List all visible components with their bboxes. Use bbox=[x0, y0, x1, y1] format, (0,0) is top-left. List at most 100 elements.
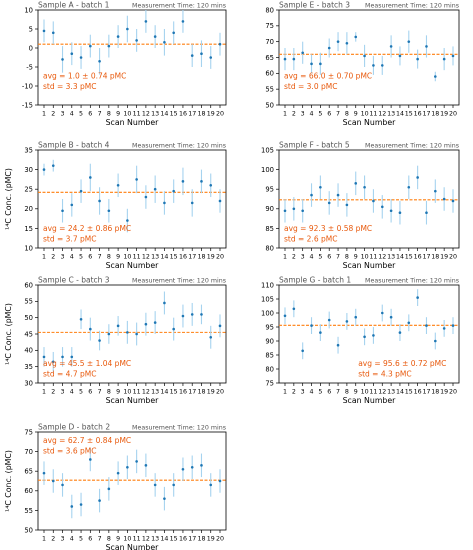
x-tick-label: 5 bbox=[318, 111, 322, 118]
x-tick-label: 14 bbox=[396, 254, 404, 261]
plot-area bbox=[278, 9, 460, 106]
data-point bbox=[319, 331, 322, 334]
data-point bbox=[442, 197, 446, 201]
data-point bbox=[380, 64, 384, 67]
x-tick-label: 1 bbox=[283, 254, 287, 261]
x-tick-label: 10 bbox=[361, 389, 369, 396]
x-tick-label: 9 bbox=[354, 111, 358, 118]
data-point bbox=[190, 465, 194, 469]
data-point bbox=[442, 327, 446, 330]
x-tick-label: 5 bbox=[318, 254, 322, 261]
x-tick-label: 20 bbox=[449, 389, 457, 396]
data-point bbox=[301, 51, 304, 55]
chart-panel-2: Sample E - batch 3 Measurement Time: 120 … bbox=[265, 1, 460, 127]
x-tick-label: 17 bbox=[188, 254, 196, 261]
x-tick-label: 17 bbox=[188, 111, 196, 118]
x-tick-label: 19 bbox=[440, 254, 448, 261]
y-tick-label: 85 bbox=[265, 225, 274, 233]
x-tick-label: 13 bbox=[151, 536, 159, 543]
x-tick-label: 3 bbox=[61, 111, 65, 118]
stats-annotation: std = 3.7 pMC bbox=[43, 235, 96, 244]
data-point bbox=[190, 201, 194, 205]
plot-area bbox=[37, 431, 227, 531]
y-tick-label: 85 bbox=[265, 351, 274, 359]
y-tick-label: 65 bbox=[24, 468, 33, 476]
x-tick-label: 13 bbox=[151, 389, 159, 396]
y-tick-label: 25 bbox=[24, 186, 33, 194]
x-tick-label: 9 bbox=[116, 111, 120, 118]
x-tick-label: 15 bbox=[170, 536, 178, 543]
data-point bbox=[283, 209, 287, 213]
stats-annotation: std = 3.6 pMC bbox=[43, 447, 96, 456]
data-point bbox=[89, 327, 92, 331]
data-point bbox=[98, 199, 101, 203]
x-tick-label: 18 bbox=[197, 389, 205, 396]
data-point bbox=[153, 35, 157, 38]
x-tick-label: 17 bbox=[422, 389, 430, 396]
x-tick-label: 7 bbox=[98, 536, 102, 543]
y-tick-label: 0 bbox=[29, 44, 33, 52]
chart-subtitle: Measurement Time: 120 mins bbox=[365, 278, 459, 285]
chart-panel-5: Sample C - batch 3 Measurement Time: 120 … bbox=[4, 276, 227, 405]
data-point bbox=[181, 20, 185, 23]
x-tick-label: 9 bbox=[116, 389, 120, 396]
data-point bbox=[98, 60, 101, 63]
data-point bbox=[61, 58, 64, 61]
data-point bbox=[310, 324, 313, 327]
x-tick-label: 16 bbox=[179, 536, 187, 543]
x-tick-label: 14 bbox=[396, 389, 404, 396]
x-tick-label: 5 bbox=[318, 389, 322, 396]
data-point bbox=[42, 355, 46, 359]
data-point bbox=[407, 321, 411, 325]
data-point bbox=[209, 335, 213, 339]
y-tick-label: 35 bbox=[24, 363, 33, 371]
x-tick-label: 9 bbox=[116, 254, 120, 261]
data-point bbox=[89, 44, 92, 48]
data-point bbox=[434, 339, 437, 343]
x-tick-label: 9 bbox=[116, 536, 120, 543]
data-point bbox=[163, 497, 166, 500]
data-point bbox=[126, 465, 129, 469]
data-point bbox=[98, 339, 101, 342]
x-axis-label: Scan Number bbox=[343, 396, 397, 405]
y-tick-label: 80 bbox=[265, 6, 274, 14]
x-tick-label: 10 bbox=[361, 254, 369, 261]
x-tick-label: 10 bbox=[123, 536, 131, 543]
data-point bbox=[451, 199, 455, 203]
x-tick-label: 3 bbox=[301, 254, 305, 261]
data-point bbox=[181, 180, 185, 183]
data-point bbox=[89, 458, 92, 461]
x-tick-label: 11 bbox=[133, 536, 141, 543]
data-point bbox=[354, 315, 358, 319]
data-point bbox=[181, 314, 185, 318]
data-point bbox=[363, 54, 366, 58]
stats-annotation: std = 2.6 pMC bbox=[284, 235, 337, 244]
y-tick-label: 90 bbox=[265, 205, 274, 213]
chart-panel-4: Sample F - batch 5 Measurement Time: 120 … bbox=[261, 141, 460, 270]
x-tick-label: 16 bbox=[414, 389, 422, 396]
data-point bbox=[61, 209, 64, 213]
data-point bbox=[319, 62, 322, 66]
data-point bbox=[70, 355, 74, 359]
y-tick-label: -10 bbox=[22, 82, 33, 90]
y-tick-label: -5 bbox=[26, 63, 33, 71]
x-tick-label: 11 bbox=[133, 111, 141, 118]
x-tick-label: 12 bbox=[142, 389, 150, 396]
x-tick-label: 15 bbox=[170, 254, 178, 261]
x-tick-label: 2 bbox=[51, 111, 55, 118]
data-point bbox=[144, 464, 148, 467]
data-point bbox=[116, 471, 120, 475]
x-tick-label: 16 bbox=[179, 254, 187, 261]
stats-annotation: avg = 95.6 ± 0.72 pMC bbox=[358, 359, 446, 368]
data-point bbox=[292, 307, 296, 311]
stats-annotation: avg = 62.7 ± 0.84 pMC bbox=[43, 436, 131, 445]
data-point bbox=[98, 499, 101, 502]
x-tick-label: 3 bbox=[301, 111, 305, 118]
x-tick-label: 7 bbox=[98, 254, 102, 261]
x-tick-label: 14 bbox=[160, 536, 168, 543]
y-tick-label: 110 bbox=[261, 281, 274, 289]
y-tick-label: 50 bbox=[24, 314, 33, 322]
x-axis-label: Scan Number bbox=[343, 261, 397, 270]
data-point bbox=[200, 52, 203, 55]
x-tick-label: 1 bbox=[42, 254, 46, 261]
